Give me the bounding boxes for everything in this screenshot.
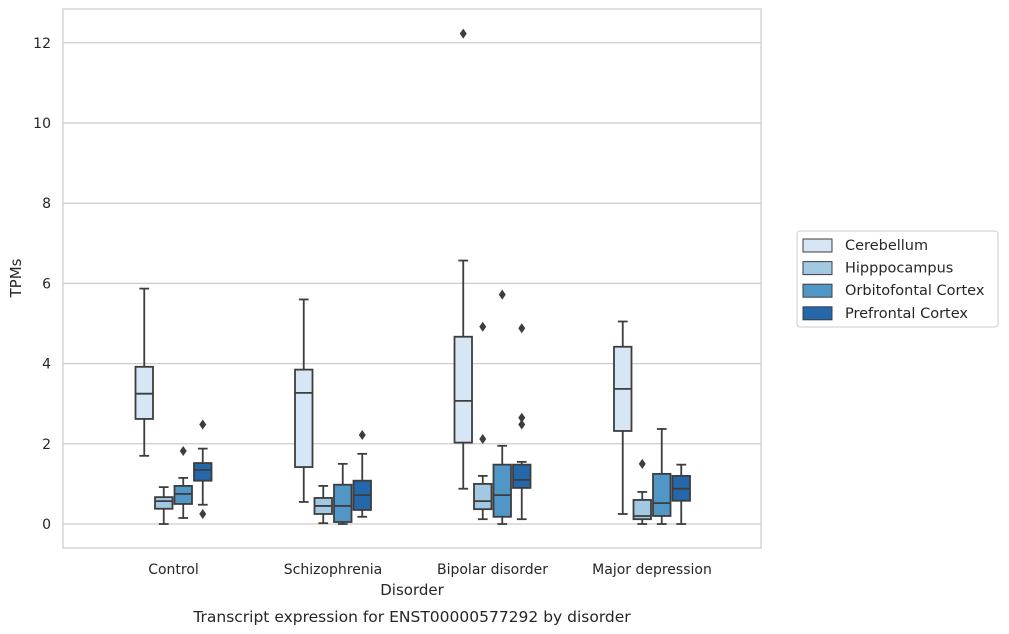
box-3-3 bbox=[671, 463, 691, 525]
x-tick-label: Schizophrenia bbox=[284, 562, 382, 578]
gridlines bbox=[63, 42, 761, 525]
box-3-0 bbox=[613, 320, 633, 515]
boxes bbox=[134, 28, 691, 525]
box-2-3 bbox=[512, 323, 532, 521]
box-iqr bbox=[294, 368, 314, 468]
legend-frame bbox=[796, 230, 999, 328]
x-tick-labels: Control Schizophrenia Bipolar disorder Majo… bbox=[148, 562, 712, 578]
box-iqr bbox=[173, 485, 193, 505]
y-tick-label: 10 bbox=[33, 116, 51, 132]
legend-label: Cerebellum bbox=[845, 238, 928, 254]
outlier-point bbox=[199, 419, 207, 430]
box-iqr bbox=[333, 483, 353, 523]
y-tick-label: 2 bbox=[42, 437, 51, 453]
legend-items: Cerebellum Hipppocampus Orbitofontal Corte… bbox=[802, 238, 985, 322]
box-1-3 bbox=[352, 429, 372, 518]
outlier-point bbox=[479, 321, 487, 332]
y-tick-label: 4 bbox=[42, 357, 51, 373]
plot-area bbox=[62, 8, 762, 549]
outlier-point bbox=[199, 508, 207, 519]
y-axis-label: TPMs bbox=[7, 258, 25, 298]
x-tick-label: Bipolar disorder bbox=[437, 562, 548, 578]
legend-swatch bbox=[802, 261, 833, 276]
outlier-point bbox=[459, 28, 467, 39]
box-iqr bbox=[193, 462, 213, 482]
box-iqr bbox=[473, 482, 493, 511]
legend-swatch bbox=[802, 283, 833, 298]
outlier-point bbox=[479, 433, 487, 444]
legend-label: Orbitofontal Cortex bbox=[845, 283, 985, 299]
y-tick-label: 12 bbox=[33, 36, 51, 52]
x-tick-label: Control bbox=[148, 562, 199, 578]
box-2-1 bbox=[473, 321, 493, 521]
y-tick-label: 0 bbox=[42, 517, 51, 533]
box-iqr bbox=[154, 496, 174, 510]
box-iqr bbox=[492, 463, 512, 518]
box-iqr bbox=[652, 472, 672, 517]
box-3-1 bbox=[632, 458, 652, 525]
box-iqr bbox=[632, 499, 652, 521]
outlier-point bbox=[638, 458, 646, 469]
box-2-2 bbox=[492, 289, 512, 525]
x-tick-label: Major depression bbox=[592, 562, 712, 578]
outlier-point bbox=[518, 412, 526, 423]
y-tick-label: 6 bbox=[42, 276, 51, 292]
box-0-0 bbox=[134, 287, 154, 457]
box-1-0 bbox=[294, 298, 314, 503]
outlier-point bbox=[498, 289, 506, 300]
legend-swatch bbox=[802, 238, 833, 253]
legend: Cerebellum Hipppocampus Orbitofontal Corte… bbox=[796, 230, 999, 328]
box-0-2 bbox=[173, 446, 193, 519]
y-tick-labels: 0 2 4 6 8 10 12 bbox=[33, 36, 51, 533]
box-iqr bbox=[512, 463, 532, 489]
x-axis-label: Disorder bbox=[380, 581, 444, 599]
outlier-point bbox=[518, 419, 526, 430]
legend-label: Prefrontal Cortex bbox=[845, 306, 968, 322]
outlier-point bbox=[358, 429, 366, 440]
box-1-2 bbox=[333, 462, 353, 525]
box-0-3 bbox=[193, 419, 213, 519]
box-3-2 bbox=[652, 428, 672, 525]
chart-caption: Transcript expression for ENST0000057729… bbox=[192, 608, 631, 626]
box-1-1 bbox=[313, 485, 333, 525]
box-2-0 bbox=[453, 28, 473, 490]
legend-swatch bbox=[802, 306, 833, 321]
legend-label: Hipppocampus bbox=[845, 261, 953, 277]
outlier-point bbox=[518, 323, 526, 334]
box-0-1 bbox=[154, 486, 174, 525]
outlier-point bbox=[179, 446, 187, 457]
box-iqr bbox=[453, 335, 473, 444]
y-tick-label: 8 bbox=[42, 196, 51, 212]
